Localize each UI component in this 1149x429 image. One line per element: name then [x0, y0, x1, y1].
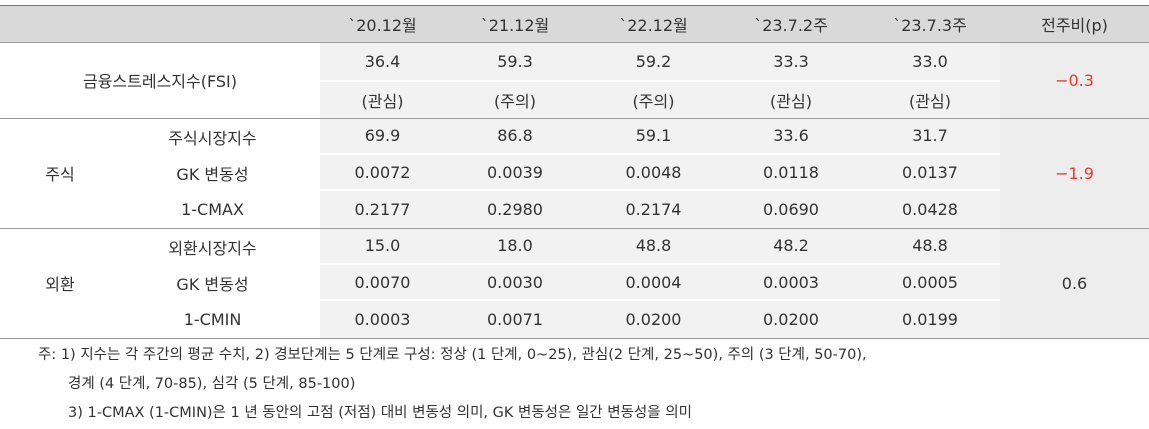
- row-label: 1-CMAX: [181, 200, 244, 219]
- header-bg: [0, 5, 1149, 42]
- section-label: 금융스트레스지수(FSI): [82, 72, 238, 91]
- value-cell: 0.0428: [860, 191, 1000, 228]
- header-cell: 전주비(p): [1041, 15, 1108, 35]
- value-cell: 33.3: [722, 42, 860, 82]
- value-cell: 48.8: [585, 228, 722, 265]
- row-label: 주식시장지수: [168, 128, 257, 148]
- row-label: 1-CMIN: [183, 310, 242, 329]
- value-cell: 59.2: [585, 42, 722, 82]
- value-cell: 0.0072: [320, 155, 445, 191]
- header-cell: `21.12월: [480, 15, 550, 35]
- value-cell: 0.0005: [860, 265, 1000, 301]
- value-cell: 48.2: [722, 228, 860, 265]
- value-cell: 0.2980: [445, 191, 585, 228]
- value-cell: 18.0: [445, 228, 585, 265]
- section-rule: [0, 42, 1149, 43]
- header-cell: `23.7.2주: [754, 15, 828, 35]
- note: 3) 1-CMAX (1-CMIN)은 1 년 동안의 고점 (저점) 대비 변…: [68, 405, 692, 421]
- value-cell: 0.0071: [445, 301, 585, 338]
- value-cell: 59.3: [445, 42, 585, 82]
- value-cell: 36.4: [320, 42, 445, 82]
- value-cell: 69.9: [320, 118, 445, 155]
- header-cell: `20.12월: [348, 15, 417, 35]
- section-rule: [0, 228, 1149, 229]
- value-cell: (주의): [445, 82, 585, 118]
- value-cell: 0.0070: [320, 265, 445, 301]
- section-rule: [0, 118, 1149, 119]
- value-cell: (관심): [860, 82, 1000, 118]
- value-cell: 0.0200: [585, 301, 722, 338]
- value-cell: 0.2177: [320, 191, 445, 228]
- section-label: 외환: [45, 275, 75, 294]
- value-cell: (관심): [320, 82, 445, 118]
- value-cell: 59.1: [585, 118, 722, 155]
- bottom-rule: [0, 338, 1149, 339]
- value-cell: 0.0690: [722, 191, 860, 228]
- value-cell: 33.0: [860, 42, 1000, 82]
- value-cell: 0.0039: [445, 155, 585, 191]
- value-cell: 86.8: [445, 118, 585, 155]
- value-cell: 31.7: [860, 118, 1000, 155]
- value-cell: 0.0004: [585, 265, 722, 301]
- value-cell: 0.0200: [722, 301, 860, 338]
- change-cell: −0.3: [1000, 42, 1149, 118]
- value-cell: 48.8: [860, 228, 1000, 265]
- value-cell: 0.0030: [445, 265, 585, 301]
- row-label: 외환시장지수: [168, 238, 257, 258]
- value-cell: 0.2174: [585, 191, 722, 228]
- section-label: 주식: [45, 165, 75, 184]
- note: 경계 (4 단계, 70-85), 심각 (5 단계, 85-100): [68, 376, 356, 392]
- value-cell: 15.0: [320, 228, 445, 265]
- value-cell: 0.0199: [860, 301, 1000, 338]
- top-rule: [0, 5, 1149, 6]
- value-cell: 0.0048: [585, 155, 722, 191]
- value-cell: 0.0118: [722, 155, 860, 191]
- change-cell: 0.6: [1000, 228, 1149, 338]
- value-cell: (관심): [722, 82, 860, 118]
- value-cell: (주의): [585, 82, 722, 118]
- header-cell: `23.7.3주: [893, 15, 967, 35]
- value-cell: 33.6: [722, 118, 860, 155]
- note: 주: 1) 지수는 각 주간의 평균 수치, 2) 경보단계는 5 단계로 구성…: [38, 347, 867, 363]
- value-cell: 0.0003: [320, 301, 445, 338]
- change-cell: −1.9: [1000, 118, 1149, 228]
- row-label: GK 변동성: [176, 165, 249, 184]
- value-cell: 0.0003: [722, 265, 860, 301]
- header-cell: `22.12월: [619, 15, 688, 35]
- value-cell: 0.0137: [860, 155, 1000, 191]
- row-label: GK 변동성: [176, 275, 249, 294]
